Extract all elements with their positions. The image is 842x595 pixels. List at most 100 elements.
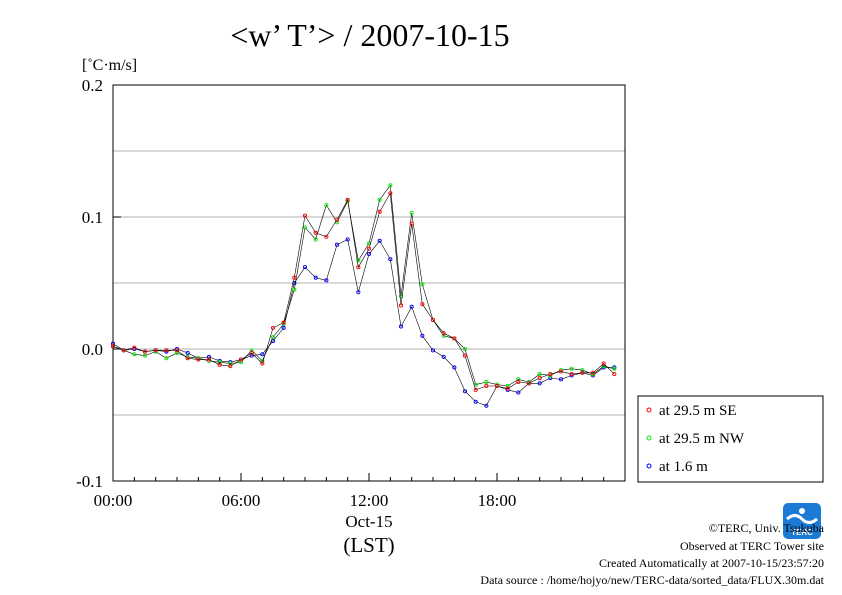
data-point bbox=[174, 350, 180, 356]
data-point bbox=[462, 353, 468, 358]
data-point bbox=[206, 358, 212, 363]
data-point bbox=[484, 379, 489, 385]
legend-marker bbox=[646, 435, 652, 441]
logo-drop-icon bbox=[799, 508, 805, 514]
data-point bbox=[398, 294, 404, 299]
data-point bbox=[249, 353, 254, 358]
footer-copyright: ©TERC, Univ. Tsukuba bbox=[709, 521, 825, 535]
data-point bbox=[185, 350, 190, 356]
data-point bbox=[313, 275, 318, 280]
legend-label: at 29.5 m NW bbox=[659, 431, 745, 447]
data-point bbox=[494, 383, 500, 389]
data-point bbox=[409, 221, 414, 226]
data-point bbox=[388, 183, 393, 188]
data-point bbox=[430, 348, 436, 353]
data-point bbox=[516, 379, 521, 385]
data-point bbox=[420, 282, 425, 287]
logo-wave-icon bbox=[786, 514, 818, 524]
y-tick-label: 0.2 bbox=[82, 76, 103, 95]
data-point bbox=[228, 361, 233, 366]
data-point bbox=[548, 375, 553, 381]
data-point bbox=[302, 265, 308, 270]
data-point bbox=[462, 346, 468, 352]
data-point bbox=[249, 348, 254, 353]
data-point bbox=[164, 348, 169, 353]
data-point bbox=[196, 357, 201, 362]
data-point bbox=[281, 325, 286, 330]
data-point bbox=[345, 237, 350, 242]
data-point bbox=[270, 335, 276, 340]
series-line bbox=[112, 238, 615, 407]
x-tick-label: 18:00 bbox=[478, 491, 517, 510]
data-point bbox=[292, 280, 297, 286]
data-point bbox=[238, 357, 244, 362]
data-point bbox=[366, 251, 372, 257]
data-point bbox=[580, 370, 585, 375]
data-point bbox=[206, 354, 212, 359]
data-point bbox=[526, 381, 532, 386]
data-point bbox=[313, 237, 318, 242]
data-point bbox=[324, 234, 329, 239]
data-point bbox=[260, 361, 265, 366]
data-point bbox=[537, 381, 542, 386]
series-2 bbox=[110, 237, 617, 408]
data-point bbox=[409, 304, 414, 309]
data-point bbox=[228, 360, 233, 365]
data-point bbox=[569, 372, 574, 377]
x-tick-label: 06:00 bbox=[222, 491, 261, 510]
data-point bbox=[569, 366, 574, 371]
data-point bbox=[548, 372, 553, 377]
data-point bbox=[366, 246, 372, 251]
data-point bbox=[398, 303, 404, 308]
logo-text: TERC bbox=[791, 528, 813, 537]
data-point bbox=[409, 210, 414, 216]
legend-box bbox=[637, 395, 824, 483]
data-point bbox=[132, 352, 137, 357]
x-tick-label: 00:00 bbox=[94, 491, 133, 510]
data-point bbox=[334, 242, 340, 247]
data-point bbox=[441, 333, 446, 338]
legend-marker bbox=[646, 463, 652, 469]
data-point bbox=[356, 265, 361, 270]
data-point bbox=[249, 350, 254, 356]
data-point bbox=[388, 191, 393, 196]
series-line bbox=[112, 192, 615, 391]
data-point bbox=[420, 302, 425, 307]
data-point bbox=[601, 361, 606, 366]
data-point bbox=[164, 356, 169, 361]
data-point bbox=[473, 387, 478, 392]
data-point bbox=[558, 369, 564, 374]
chart-title: <w’ T’> / 2007-10-15 bbox=[230, 17, 509, 53]
footer-created: Created Automatically at 2007-10-15/23:5… bbox=[599, 556, 824, 570]
y-tick-label: 0.0 bbox=[82, 340, 103, 359]
data-point bbox=[345, 197, 350, 202]
data-point bbox=[452, 336, 457, 341]
data-point bbox=[356, 258, 361, 263]
legend-marker bbox=[646, 407, 652, 413]
data-point bbox=[324, 278, 329, 283]
data-point bbox=[206, 357, 212, 362]
data-point bbox=[612, 365, 617, 370]
data-point bbox=[292, 275, 297, 280]
data-point bbox=[142, 349, 148, 354]
data-point bbox=[228, 364, 233, 369]
data-point bbox=[537, 375, 542, 381]
data-point bbox=[441, 354, 446, 359]
data-point bbox=[110, 344, 116, 349]
data-point bbox=[516, 390, 521, 395]
series bbox=[110, 183, 617, 408]
data-point bbox=[185, 356, 190, 361]
data-point bbox=[217, 360, 222, 365]
data-point bbox=[377, 238, 382, 243]
data-point bbox=[132, 345, 137, 350]
data-point bbox=[356, 290, 361, 295]
y-unit-label: [˚C·m/s] bbox=[82, 57, 137, 74]
data-point bbox=[590, 370, 596, 375]
data-point bbox=[612, 366, 617, 371]
data-point bbox=[377, 197, 382, 202]
data-point bbox=[302, 225, 308, 230]
data-point bbox=[537, 372, 542, 377]
y-tick-label: 0.1 bbox=[82, 208, 103, 227]
x-unit-label: (LST) bbox=[343, 533, 394, 557]
data-point bbox=[473, 399, 478, 404]
